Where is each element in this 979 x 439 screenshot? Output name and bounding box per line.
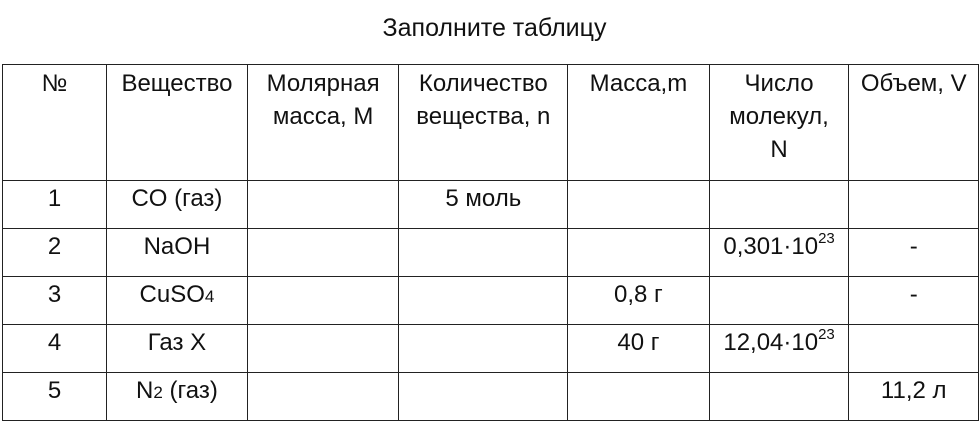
cell-molecule-count: 12,04·1023 <box>708 324 850 373</box>
data-table: № Вещество Молярная масса, M Количество … <box>1 64 979 421</box>
header-volume: Объем, V <box>848 64 979 181</box>
table-row: 5 N2 (газ) 11,2 л <box>1 372 979 421</box>
cell-molar-mass <box>246 324 400 373</box>
cell-no: 5 <box>1 372 108 421</box>
table-row: 1 CO (газ) 5 моль <box>1 180 979 229</box>
header-substance: Вещество <box>106 64 248 181</box>
cell-mass: 0,8 г <box>567 276 710 325</box>
substance-formula: CuSO <box>139 281 205 308</box>
cell-molar-mass <box>246 180 400 229</box>
cell-volume: - <box>848 276 979 325</box>
molecule-mantissa: 12,04·10 <box>723 329 819 356</box>
cell-amount <box>398 228 569 277</box>
header-mass: Масса,m <box>567 64 710 181</box>
header-amount: Количество вещества, n <box>398 64 569 181</box>
substance-formula: Газ X <box>147 329 207 356</box>
substance-subscript: 4 <box>204 287 215 306</box>
cell-mass <box>567 372 710 421</box>
cell-no: 2 <box>1 228 108 277</box>
cell-no: 4 <box>1 324 108 373</box>
cell-no: 3 <box>1 276 108 325</box>
cell-molar-mass <box>246 276 400 325</box>
page-title: Заполните таблицу <box>382 14 607 42</box>
header-row: № Вещество Молярная масса, M Количество … <box>1 64 979 181</box>
cell-mass: 40 г <box>567 324 710 373</box>
cell-molecule-count <box>708 372 850 421</box>
molecule-exponent: 23 <box>818 230 835 247</box>
cell-volume: - <box>848 228 979 277</box>
cell-substance: NaOH <box>106 228 248 277</box>
cell-amount <box>398 372 569 421</box>
substance-formula: N <box>136 377 154 404</box>
molecule-mantissa: 0,301·10 <box>723 233 819 260</box>
table-row: 3 CuSO4 0,8 г- <box>1 276 979 325</box>
cell-volume: 11,2 л <box>848 372 979 421</box>
cell-no: 1 <box>1 180 108 229</box>
substance-subscript: 2 <box>153 383 163 402</box>
cell-molar-mass <box>246 372 400 421</box>
cell-substance: CuSO4 <box>106 276 248 325</box>
substance-suffix: (газ) <box>162 377 218 404</box>
cell-amount <box>398 276 569 325</box>
cell-amount <box>398 324 569 373</box>
cell-molecule-count <box>708 276 850 325</box>
substance-formula: CO (газ) <box>131 185 223 212</box>
header-no: № <box>1 64 108 181</box>
table-row: 2 NaOH 0,301·1023- <box>1 228 979 277</box>
header-molar-mass: Молярная масса, M <box>246 64 400 181</box>
cell-substance: CO (газ) <box>106 180 248 229</box>
table-row: 4 Газ X 40 г 12,04·1023 <box>1 324 979 373</box>
cell-substance: Газ X <box>106 324 248 373</box>
cell-mass <box>567 228 710 277</box>
cell-volume <box>848 324 979 373</box>
molecule-exponent: 23 <box>818 326 835 343</box>
cell-molar-mass <box>246 228 400 277</box>
header-molecule-count: Число молекул, N <box>708 64 850 181</box>
cell-substance: N2 (газ) <box>106 372 248 421</box>
substance-formula: NaOH <box>143 233 211 260</box>
cell-volume <box>848 180 979 229</box>
cell-mass <box>567 180 710 229</box>
cell-molecule-count: 0,301·1023 <box>708 228 850 277</box>
cell-amount: 5 моль <box>398 180 569 229</box>
cell-molecule-count <box>708 180 850 229</box>
